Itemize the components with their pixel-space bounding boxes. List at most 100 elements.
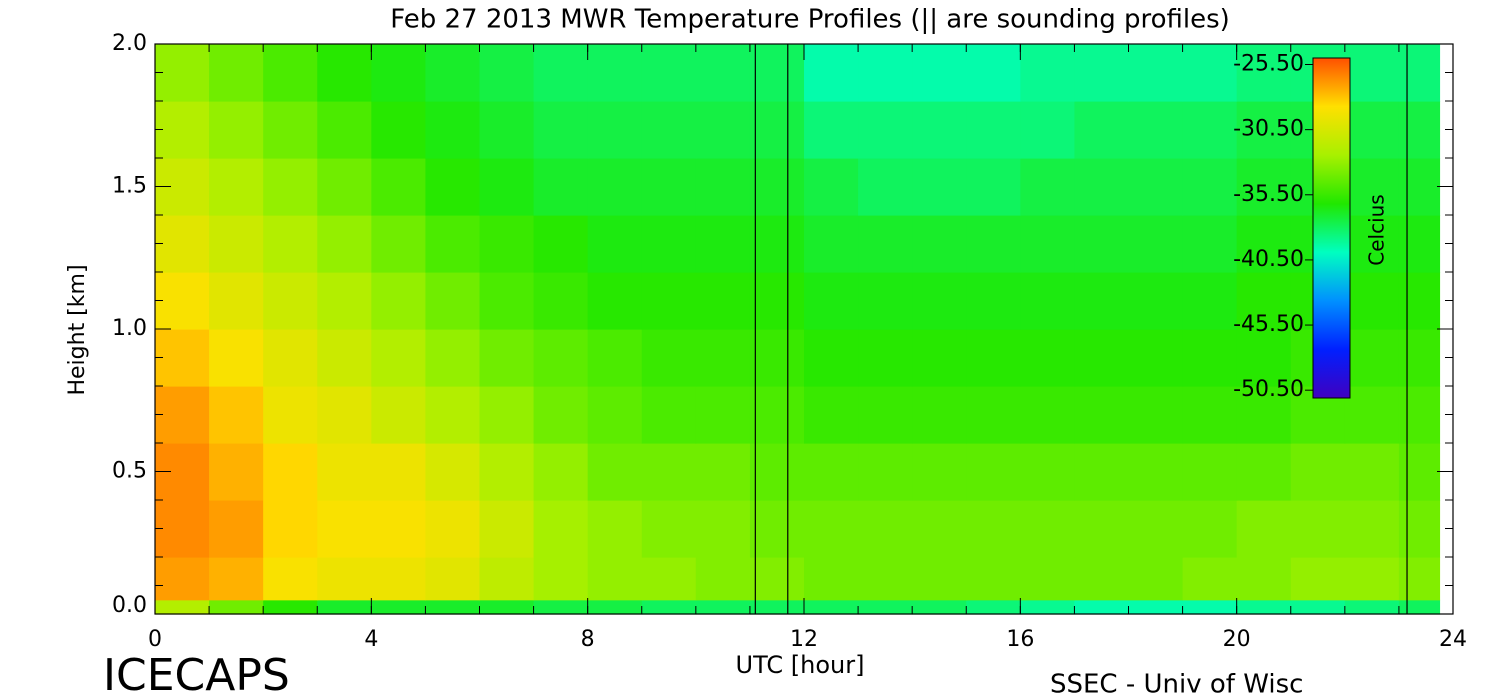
heat-cell [1128,557,1184,601]
heat-cell [695,101,751,159]
footer-left: ICECAPS [103,650,290,700]
heat-cell [1074,215,1130,273]
heat-cell [479,557,535,601]
heat-cell [425,101,481,159]
heat-cell [1020,599,1076,615]
heat-cell [858,386,913,444]
heat-cell [587,443,643,501]
heat-cell [695,329,751,387]
x-tick-label: 4 [364,627,378,652]
heat-cell [749,329,805,387]
heat-cell [804,44,859,102]
heat-cell [587,557,643,601]
heat-cell [1344,443,1400,501]
heat-cell [533,599,589,615]
heat-cell [1020,386,1076,444]
heat-cell [1182,500,1238,558]
heat-cell [533,386,589,444]
heat-cell [209,443,264,501]
heat-cell [587,272,643,330]
heat-cell [587,44,643,102]
heat-cell [209,44,264,102]
heat-cell [1344,158,1400,216]
heat-cell [209,599,264,615]
heat-cell [317,101,372,159]
heat-cell [533,329,589,387]
heat-cell [1020,272,1076,330]
x-tick-label: 8 [581,627,595,652]
y-tick-label: 0.5 [112,459,147,484]
heat-cell [1020,500,1076,558]
heat-cell [1398,386,1441,444]
heat-cell [641,443,697,501]
heat-cell [533,500,589,558]
colorbar-tick-label: -45.50 [1233,312,1304,337]
heat-cell [695,44,751,102]
heat-cell [695,557,751,601]
heat-cell [1074,599,1130,615]
heat-cell [209,329,264,387]
heat-cell [749,599,805,615]
heat-cell [912,386,967,444]
heat-cell [1182,158,1238,216]
heat-cell [804,215,859,273]
heat-cell [1074,557,1130,601]
heat-cell [1074,272,1130,330]
heat-cell [479,101,535,159]
heat-cell [966,215,1021,273]
heat-cell [641,500,697,558]
heat-cell [263,44,318,102]
heat-cell [263,500,318,558]
heat-cell [641,272,697,330]
heat-cell [695,272,751,330]
heat-cell [1290,500,1346,558]
heat-cell [533,44,589,102]
heat-cell [1128,44,1184,102]
heat-cell [641,158,697,216]
heat-cell [1236,386,1292,444]
heat-cell [641,101,697,159]
heat-cell [1074,386,1130,444]
heat-cell [425,386,481,444]
colorbar [1312,57,1351,399]
heat-cell [317,329,372,387]
heat-cell [479,386,535,444]
heat-cell [1344,500,1400,558]
heat-cell [209,101,264,159]
heat-cell [1074,329,1130,387]
heat-cell [1344,44,1400,102]
heat-cell [587,599,643,615]
heat-cell [371,599,427,615]
heat-cell [371,443,427,501]
heat-cell [1290,599,1346,615]
heat-cell [912,500,967,558]
heat-cell [804,272,859,330]
heat-cell [966,443,1021,501]
heat-cell [804,158,859,216]
heat-cell [912,101,967,159]
heat-cell [1236,557,1292,601]
heat-cell [912,329,967,387]
heat-cell [317,500,372,558]
heat-cell [1236,272,1292,330]
heat-cell [209,158,264,216]
heat-cell [858,272,913,330]
heat-cell [966,500,1021,558]
heat-cell [695,215,751,273]
heat-cell [1344,272,1400,330]
heat-cell [966,599,1021,615]
heat-cell [858,599,913,615]
heat-cell [1398,557,1441,601]
heat-cell [1398,599,1441,615]
heat-cell [1398,44,1441,102]
heat-cell [479,272,535,330]
heat-cell [371,329,427,387]
heat-cell [479,599,535,615]
heat-cell [1236,443,1292,501]
heat-cell [1344,599,1400,615]
heat-cell [1236,599,1292,615]
heat-cell [155,557,210,601]
heat-cell [966,158,1021,216]
heat-cell [804,443,859,501]
